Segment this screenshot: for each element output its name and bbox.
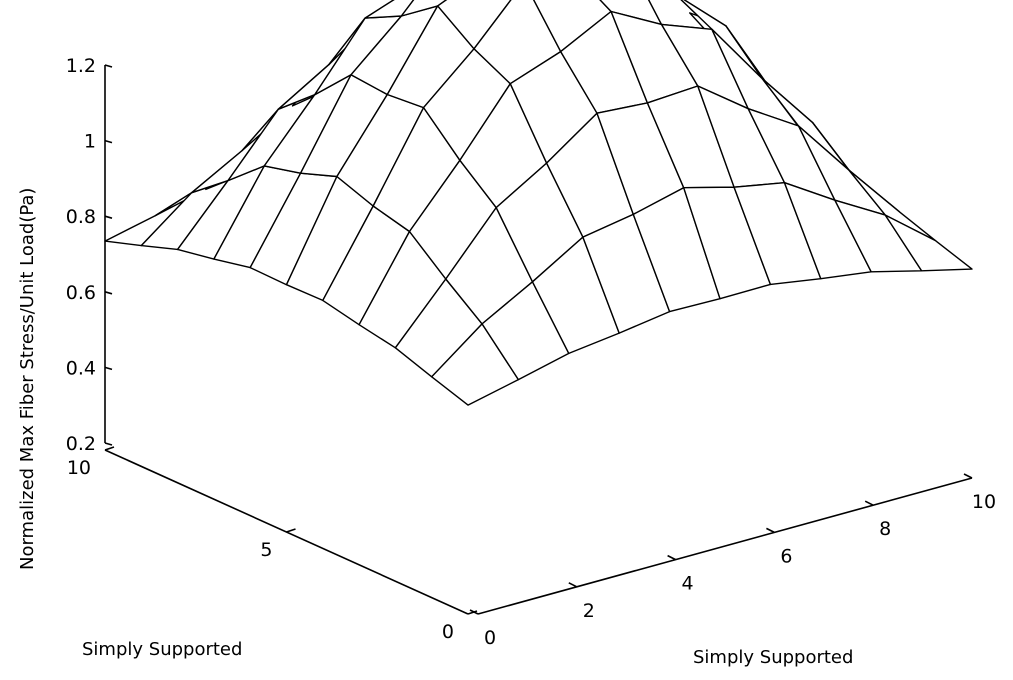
- x-tick-label: 2: [583, 600, 595, 622]
- surface-face: [884, 214, 973, 272]
- x-tick-label: 6: [780, 545, 792, 567]
- surface-face: [364, 0, 415, 19]
- y-tick-label: 10: [67, 457, 91, 479]
- x-axis-title: Simply Supported: [693, 647, 853, 668]
- y-tick-mark: [467, 610, 478, 615]
- x-tick-mark: [568, 582, 578, 588]
- z-tick-mark: [104, 215, 113, 219]
- ticks: 0.2 0.4 0.6 0.8 1 1.2 0 2 4 6 8 10 0 5 10: [66, 55, 996, 649]
- z-tick-mark: [104, 139, 113, 144]
- z-tick-mark: [104, 291, 113, 295]
- z-tick-mark: [104, 442, 113, 446]
- x-tick-label: 4: [682, 573, 694, 595]
- x-tick-label: 0: [484, 627, 496, 649]
- x-tick-mark: [963, 473, 973, 479]
- z-tick-label: 0.2: [66, 433, 96, 455]
- surface-mesh: [104, 0, 973, 406]
- z-tick-mark: [104, 366, 113, 371]
- x-tick-mark: [667, 554, 676, 561]
- z-tick-label: 0.4: [66, 357, 96, 379]
- x-tick-mark: [766, 527, 775, 534]
- z-tick-label: 1: [84, 131, 96, 153]
- x-tick-mark: [864, 500, 874, 506]
- y-axis-title: Simply Supported: [82, 639, 242, 660]
- z-tick-label: 1.2: [66, 55, 96, 77]
- y-tick-mark: [286, 528, 296, 533]
- y-tick-mark: [104, 446, 115, 451]
- y-tick-label: 0: [442, 621, 454, 643]
- surface-face: [400, 0, 448, 17]
- z-tick-label: 0.6: [66, 282, 96, 304]
- x-axis-line: [477, 477, 973, 615]
- z-tick-mark: [104, 64, 113, 68]
- x-tick-label: 10: [972, 491, 996, 513]
- x-tick-label: 8: [879, 518, 891, 540]
- z-tick-label: 0.8: [66, 206, 96, 228]
- z-axis-title: Normalized Max Fiber Stress/Unit Load(Pa…: [17, 188, 38, 570]
- y-tick-label: 5: [260, 539, 272, 561]
